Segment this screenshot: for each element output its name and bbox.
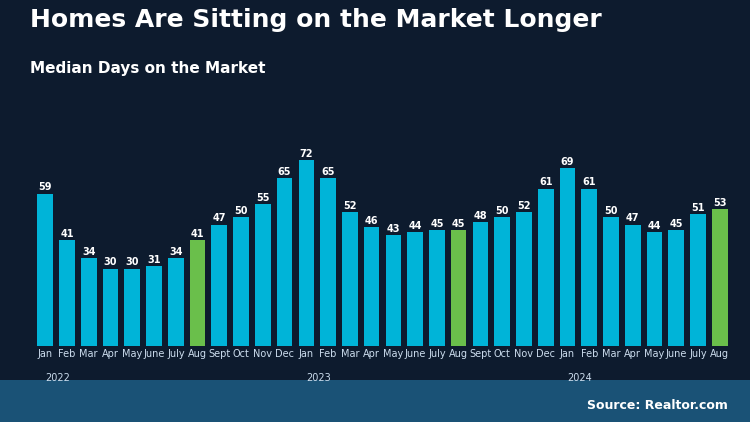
Text: 51: 51	[692, 203, 705, 213]
Text: Source: Realtor.com: Source: Realtor.com	[586, 399, 728, 411]
Bar	[342, 212, 358, 346]
Text: 50: 50	[604, 206, 618, 216]
Text: 30: 30	[125, 257, 139, 267]
Text: 31: 31	[147, 255, 160, 265]
Text: 50: 50	[496, 206, 509, 216]
Text: 41: 41	[190, 229, 204, 239]
Text: 61: 61	[583, 177, 596, 187]
Text: 46: 46	[364, 216, 378, 226]
Bar	[146, 266, 162, 346]
Bar	[59, 240, 75, 346]
Bar	[277, 178, 292, 346]
Text: Homes Are Sitting on the Market Longer: Homes Are Sitting on the Market Longer	[30, 8, 602, 32]
Bar	[233, 217, 249, 346]
Bar	[625, 225, 640, 346]
Text: 45: 45	[670, 219, 683, 229]
Text: 44: 44	[409, 221, 422, 231]
Text: 50: 50	[234, 206, 248, 216]
Bar	[646, 233, 662, 346]
Bar	[211, 225, 227, 346]
Text: 65: 65	[278, 167, 291, 177]
Bar	[190, 240, 206, 346]
Bar	[38, 194, 53, 346]
Bar	[603, 217, 619, 346]
Text: 69: 69	[561, 157, 574, 167]
Bar	[538, 189, 554, 346]
Text: 41: 41	[60, 229, 74, 239]
Text: 45: 45	[430, 219, 444, 229]
Text: 2023: 2023	[306, 373, 331, 384]
Bar	[386, 235, 401, 346]
Bar	[81, 258, 97, 346]
Bar	[255, 204, 271, 346]
Bar	[168, 258, 184, 346]
Text: 34: 34	[82, 247, 95, 257]
Bar	[320, 178, 336, 346]
Text: 47: 47	[212, 214, 226, 223]
Text: 30: 30	[104, 257, 117, 267]
Text: 2022: 2022	[45, 373, 70, 384]
Text: 47: 47	[626, 214, 640, 223]
Bar	[451, 230, 466, 346]
Text: 65: 65	[321, 167, 334, 177]
Text: 52: 52	[343, 200, 356, 211]
Text: 55: 55	[256, 193, 269, 203]
Text: 61: 61	[539, 177, 553, 187]
Bar	[516, 212, 532, 346]
Text: 34: 34	[169, 247, 182, 257]
Bar	[560, 168, 575, 346]
Text: 52: 52	[518, 200, 531, 211]
Text: 48: 48	[473, 211, 488, 221]
Bar	[581, 189, 597, 346]
Text: Median Days on the Market: Median Days on the Market	[30, 61, 266, 76]
Bar	[712, 209, 728, 346]
Bar	[364, 227, 380, 346]
Bar	[124, 268, 140, 346]
Text: 43: 43	[387, 224, 400, 234]
Bar	[494, 217, 510, 346]
Text: 44: 44	[648, 221, 662, 231]
Bar	[103, 268, 118, 346]
Text: 72: 72	[299, 149, 313, 159]
Text: 59: 59	[38, 182, 52, 192]
Bar	[690, 214, 706, 346]
Bar	[429, 230, 445, 346]
Text: 45: 45	[452, 219, 466, 229]
Text: 2024: 2024	[568, 373, 592, 384]
Bar	[472, 222, 488, 346]
Bar	[668, 230, 684, 346]
Bar	[298, 160, 314, 346]
Text: 53: 53	[713, 198, 727, 208]
Bar	[407, 233, 423, 346]
